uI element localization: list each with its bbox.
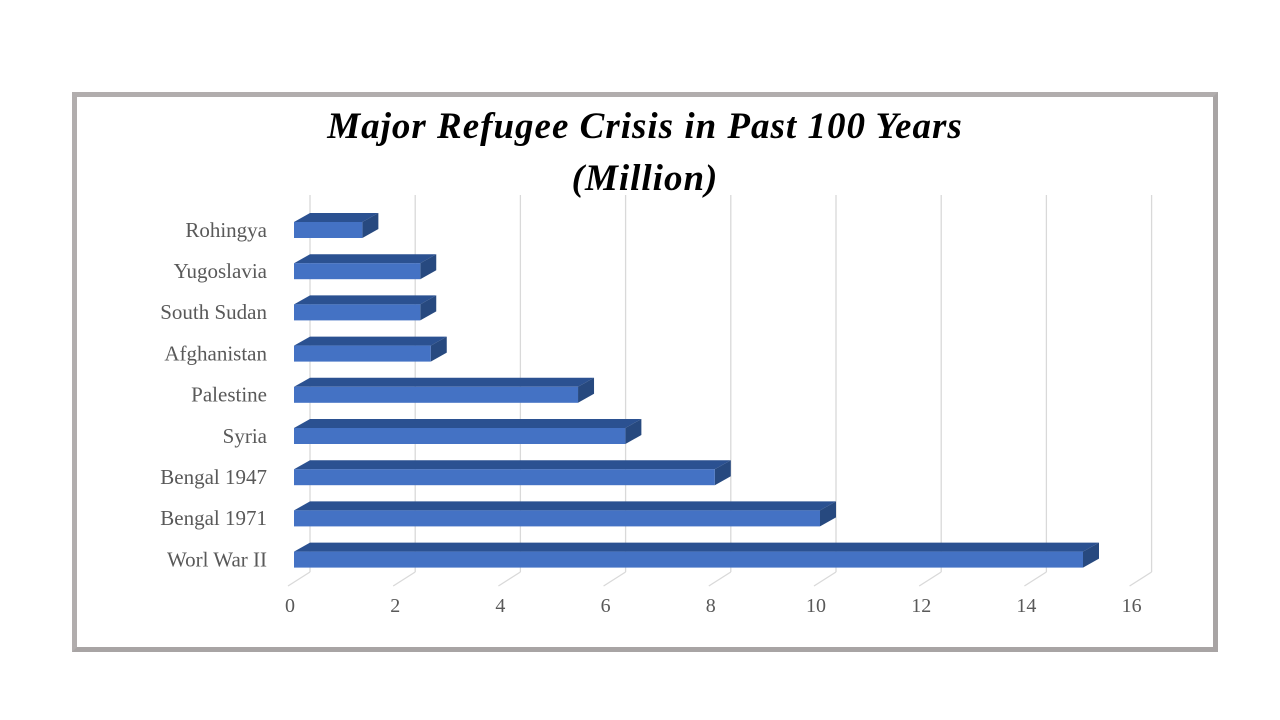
- chart-title: Major Refugee Crisis in Past 100 Years (…: [77, 101, 1213, 205]
- chart-frame: Major Refugee Crisis in Past 100 Years (…: [72, 92, 1218, 652]
- x-axis-tick-label: 0: [285, 595, 295, 617]
- chart-title-line1: Major Refugee Crisis in Past 100 Years: [327, 106, 963, 147]
- gridline-floor-tick: [708, 571, 732, 587]
- bar: [294, 428, 626, 444]
- bar-side-face: [420, 254, 437, 280]
- bar: [294, 304, 421, 321]
- gridline-floor-tick: [813, 571, 837, 587]
- category-label: Syria: [223, 424, 268, 448]
- gridline-floor-tick: [1024, 571, 1047, 587]
- bar-side-face: [430, 336, 447, 362]
- bar: [294, 263, 421, 280]
- x-axis-tick-label: 4: [495, 595, 505, 617]
- bar-side-face: [362, 213, 379, 238]
- bar-top-face: [294, 336, 447, 346]
- gridline-floor-tick: [287, 571, 311, 587]
- bar-top-face: [294, 419, 642, 428]
- bar-side-face: [625, 419, 642, 444]
- bar: [294, 551, 1083, 568]
- bar: [294, 345, 431, 362]
- bar-top-face: [294, 460, 731, 470]
- x-axis-tick-label: 2: [390, 595, 400, 617]
- category-label: Worl War II: [167, 547, 267, 571]
- x-axis-tick-label: 8: [706, 595, 716, 617]
- x-axis-tick-label: 12: [911, 595, 931, 617]
- category-label: Yugoslavia: [174, 259, 268, 283]
- bar-side-face: [578, 377, 595, 403]
- bar-side-face: [420, 295, 437, 321]
- x-axis-tick-label: 14: [1016, 595, 1036, 617]
- bar-top-face: [294, 213, 379, 222]
- gridline-floor-tick: [1129, 571, 1152, 587]
- category-label: Bengal 1947: [160, 465, 267, 489]
- gridline-floor-tick: [392, 571, 416, 587]
- category-label: Rohingya: [185, 218, 267, 242]
- bar-side-face: [1083, 542, 1099, 568]
- refugee-bar-chart: 0 2 4 6 8 10 12 14 16 Rohingya Yugoslavia South Sud…: [160, 195, 1153, 617]
- bar-top-face: [294, 501, 836, 511]
- bar-top-face: [294, 295, 437, 305]
- gridline-floor-tick: [603, 571, 626, 587]
- x-axis-tick-label: 6: [601, 595, 611, 617]
- bar-side-face: [820, 501, 836, 527]
- bar-top-face: [294, 542, 1099, 552]
- category-label: Palestine: [191, 383, 267, 407]
- bar-top-face: [294, 377, 595, 387]
- bar-top-face: [294, 254, 437, 264]
- bar: [294, 510, 820, 527]
- x-axis-tick-label: 16: [1122, 595, 1142, 617]
- category-label: South Sudan: [160, 300, 267, 324]
- category-label: Bengal 1971: [160, 506, 267, 530]
- bar: [294, 469, 715, 486]
- gridline-floor-tick: [498, 571, 521, 587]
- chart-title-line2: (Million): [571, 158, 719, 199]
- bar: [294, 222, 363, 238]
- category-label: Afghanistan: [164, 341, 267, 365]
- x-axis-tick-label: 10: [806, 595, 826, 617]
- gridline-floor-tick: [918, 571, 942, 587]
- bar-side-face: [714, 460, 731, 486]
- bar: [294, 386, 579, 403]
